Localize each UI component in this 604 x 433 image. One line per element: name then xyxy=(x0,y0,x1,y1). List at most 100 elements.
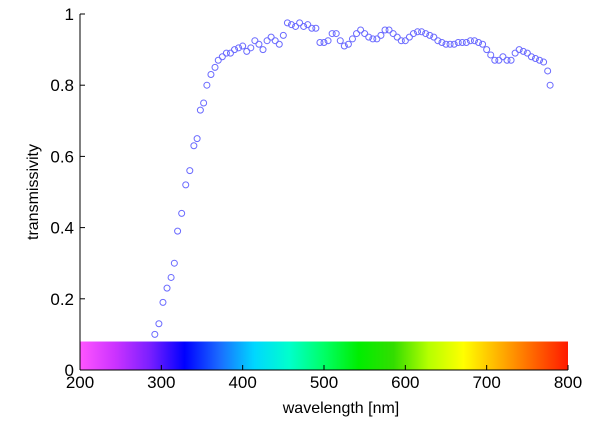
data-point xyxy=(231,46,239,54)
data-point xyxy=(304,21,312,29)
data-point xyxy=(536,56,544,64)
data-point xyxy=(174,227,182,235)
data-point xyxy=(193,135,201,143)
x-tick-label: 200 xyxy=(66,373,94,392)
data-point xyxy=(190,142,198,150)
data-point xyxy=(167,273,175,281)
data-point xyxy=(389,30,397,38)
y-tick-label: 0.2 xyxy=(50,290,74,309)
y-tick-label: 0 xyxy=(65,361,74,380)
data-point xyxy=(430,33,438,41)
data-point xyxy=(426,31,434,39)
data-point xyxy=(495,56,503,64)
data-point xyxy=(170,259,178,267)
data-point xyxy=(259,46,267,54)
data-point xyxy=(178,209,186,217)
data-point xyxy=(434,37,442,45)
data-point xyxy=(203,81,211,89)
data-point xyxy=(373,35,381,43)
data-point xyxy=(503,56,511,64)
data-point xyxy=(353,30,361,38)
data-point xyxy=(312,24,320,32)
x-axis-label: wavelength [nm] xyxy=(282,400,400,417)
data-point xyxy=(499,53,507,61)
data-point xyxy=(251,37,259,45)
data-point xyxy=(324,37,332,45)
data-point xyxy=(546,81,554,89)
y-axis-label: transmissivity xyxy=(25,144,42,240)
data-point xyxy=(393,33,401,41)
data-point xyxy=(207,71,215,79)
data-point xyxy=(218,53,226,61)
data-point xyxy=(544,67,552,75)
data-point xyxy=(255,40,263,48)
x-tick-label: 400 xyxy=(228,373,256,392)
y-tick-label: 1 xyxy=(65,5,74,24)
data-point xyxy=(385,26,393,34)
data-point xyxy=(446,40,454,48)
data-point xyxy=(328,30,336,38)
data-point xyxy=(466,37,474,45)
data-point xyxy=(479,40,487,48)
data-point xyxy=(243,47,251,55)
data-point xyxy=(377,31,385,39)
data-point xyxy=(515,46,523,54)
data-point xyxy=(422,30,430,38)
data-point xyxy=(196,106,204,114)
data-point xyxy=(320,38,328,46)
data-point xyxy=(292,22,300,30)
data-point xyxy=(397,37,405,45)
data-point xyxy=(523,49,531,57)
y-tick-label: 0.4 xyxy=(50,219,74,238)
x-tick-label: 700 xyxy=(472,373,500,392)
data-point xyxy=(414,28,422,36)
data-point xyxy=(507,56,515,64)
data-point xyxy=(308,24,316,32)
data-point xyxy=(279,31,287,39)
data-point xyxy=(214,56,222,64)
x-tick-label: 800 xyxy=(554,373,582,392)
data-point xyxy=(369,35,377,43)
data-point xyxy=(332,30,340,38)
data-point xyxy=(159,298,167,306)
data-point xyxy=(511,49,519,57)
data-point xyxy=(487,51,495,59)
data-point xyxy=(271,37,279,45)
data-point xyxy=(418,28,426,36)
data-point xyxy=(540,58,548,66)
y-tick-label: 0.8 xyxy=(50,76,74,95)
data-point xyxy=(361,30,369,38)
data-point xyxy=(275,40,283,48)
data-point xyxy=(531,55,539,62)
x-tick-label: 600 xyxy=(391,373,419,392)
data-point xyxy=(519,47,527,55)
data-point xyxy=(226,49,234,57)
data-point xyxy=(357,26,365,34)
data-point xyxy=(491,56,499,64)
data-point xyxy=(222,49,230,57)
data-point xyxy=(458,38,466,46)
data-point xyxy=(336,37,344,45)
data-point xyxy=(527,53,535,61)
data-point xyxy=(340,42,348,50)
data-point xyxy=(235,44,243,52)
data-point xyxy=(239,42,247,50)
data-point xyxy=(182,181,190,189)
data-point xyxy=(405,33,413,41)
data-point xyxy=(211,63,219,71)
data-point xyxy=(287,21,295,29)
data-point xyxy=(163,284,171,292)
axes xyxy=(79,14,568,371)
data-point xyxy=(409,30,417,38)
data-point xyxy=(348,35,356,43)
data-point xyxy=(151,330,159,338)
data-point xyxy=(438,38,446,46)
data-point xyxy=(316,38,324,46)
data-point xyxy=(344,40,352,48)
data-point xyxy=(263,37,271,45)
data-points xyxy=(151,19,554,338)
data-point xyxy=(381,26,389,34)
data-point xyxy=(483,46,491,54)
data-point xyxy=(300,22,308,30)
